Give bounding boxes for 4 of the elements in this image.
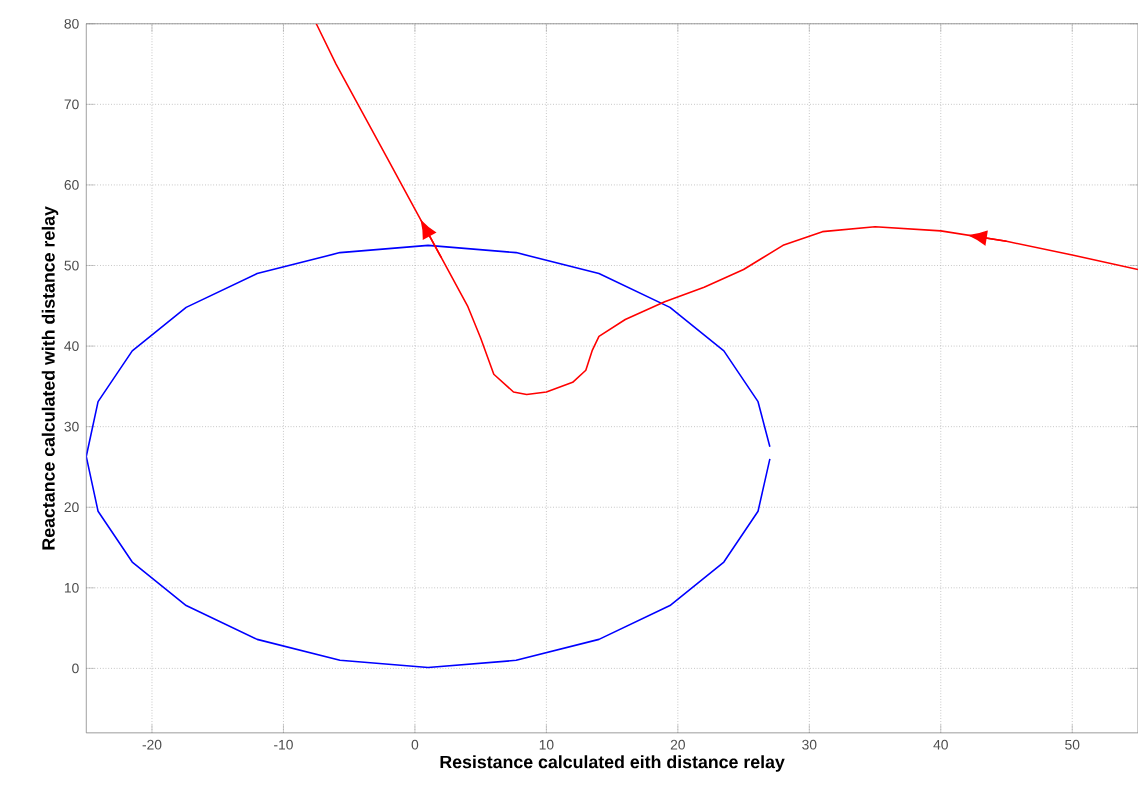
line-series [86,244,771,669]
line-series [315,23,1138,396]
x-axis-title: Resistance calculated eith distance relay [440,755,785,772]
y-axis-title: Reactance calculated with distance relay [41,206,59,550]
